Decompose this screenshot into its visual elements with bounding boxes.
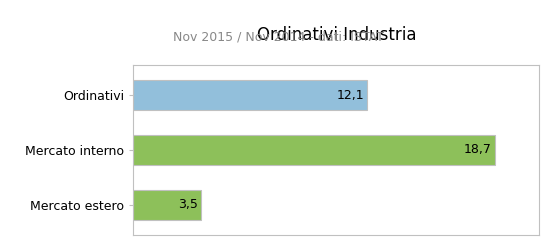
Text: 12,1: 12,1	[337, 89, 364, 102]
Title: Ordinativi Industria: Ordinativi Industria	[257, 26, 416, 44]
Text: 3,5: 3,5	[178, 198, 198, 211]
Text: Nov 2015 / Nov 2014 - dati: ISTAT: Nov 2015 / Nov 2014 - dati: ISTAT	[172, 30, 384, 43]
Text: 18,7: 18,7	[464, 144, 492, 156]
Bar	[133, 80, 368, 110]
Bar	[133, 135, 495, 165]
Bar	[133, 190, 201, 220]
